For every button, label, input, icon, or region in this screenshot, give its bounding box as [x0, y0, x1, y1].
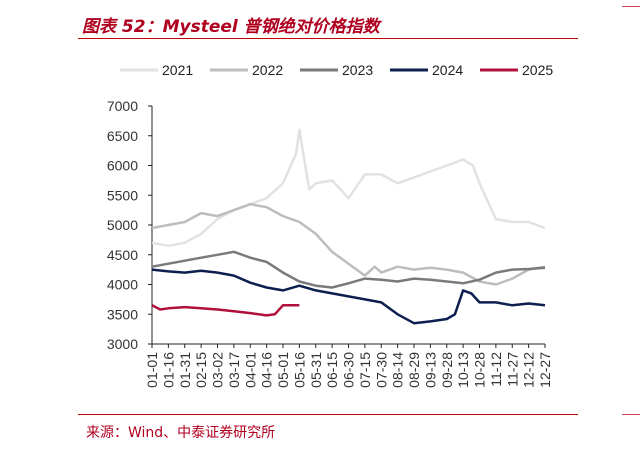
- x-tick-label: 05-31: [308, 352, 324, 388]
- x-tick-label: 04-16: [259, 352, 275, 388]
- series-group: [151, 128, 546, 325]
- x-tick-label: 06-15: [324, 352, 340, 388]
- x-tick-label: 06-30: [341, 352, 357, 388]
- title-bar: 图表 52：Mysteel 普钢绝对价格指数: [78, 6, 578, 39]
- chart-title: 图表 52：Mysteel 普钢绝对价格指数: [82, 17, 380, 37]
- legend-label-2023: 2023: [342, 62, 373, 78]
- x-tick-label: 08-29: [406, 352, 422, 388]
- y-tick-label: 4500: [107, 247, 138, 263]
- series-line-2024: [151, 268, 546, 325]
- edge-divider-bottom: [622, 414, 640, 415]
- series-line-2021: [151, 128, 546, 248]
- y-tick-label: 6500: [107, 128, 138, 144]
- line-chart: 2021 2022 2023 2024 2025 3000 3500 4000 4500 500…: [107, 62, 554, 388]
- x-tick-label: 09-28: [439, 352, 455, 388]
- legend-label-2022: 2022: [252, 62, 283, 78]
- x-tick-label: 02-15: [193, 352, 209, 388]
- y-tick-label: 6000: [107, 158, 138, 174]
- x-tick-label: 11-27: [504, 352, 520, 387]
- x-tick-label: 07-15: [357, 352, 373, 388]
- series-line-2025: [151, 304, 300, 317]
- x-tick-label: 04-01: [242, 352, 258, 388]
- footer-divider: [78, 414, 578, 415]
- x-tick-label: 01-31: [177, 352, 193, 388]
- x-tick-label: 07-30: [373, 352, 389, 388]
- x-tick-label: 12-27: [537, 352, 553, 388]
- x-tick-label: 01-01: [144, 352, 160, 388]
- legend-label-2024: 2024: [432, 62, 463, 78]
- x-tick-label: 01-16: [160, 352, 176, 388]
- source-note: 来源：Wind、中泰证券研究所: [86, 425, 276, 441]
- axes: 3000 3500 4000 4500 5000 5500 6000 6500 7000 01-0…: [107, 98, 553, 388]
- x-tick-label: 03-17: [226, 352, 242, 388]
- x-tick-label: 11-12: [488, 352, 504, 387]
- x-tick-label: 10-28: [472, 352, 488, 388]
- edge-divider-top: [622, 6, 640, 7]
- x-tick-label: 10-13: [455, 352, 471, 388]
- legend-label-2025: 2025: [522, 62, 553, 78]
- y-tick-label: 3500: [107, 306, 138, 322]
- x-tick-label: 05-16: [291, 352, 307, 388]
- x-tick-label: 05-01: [275, 352, 291, 388]
- y-tick-label: 4000: [107, 277, 138, 293]
- y-tick-label: 5500: [107, 187, 138, 203]
- legend: 2021 2022 2023 2024 2025: [120, 62, 553, 78]
- x-tick-label: 09-13: [422, 352, 438, 388]
- legend-label-2021: 2021: [162, 62, 193, 78]
- x-tick-label: 08-14: [390, 352, 406, 388]
- y-tick-label: 3000: [107, 336, 138, 352]
- y-tick-label: 5000: [107, 217, 138, 233]
- x-tick-label: 12-12: [521, 352, 537, 388]
- x-tick-label: 03-02: [210, 352, 226, 388]
- y-tick-label: 7000: [107, 98, 138, 114]
- series-line-2023: [151, 250, 546, 289]
